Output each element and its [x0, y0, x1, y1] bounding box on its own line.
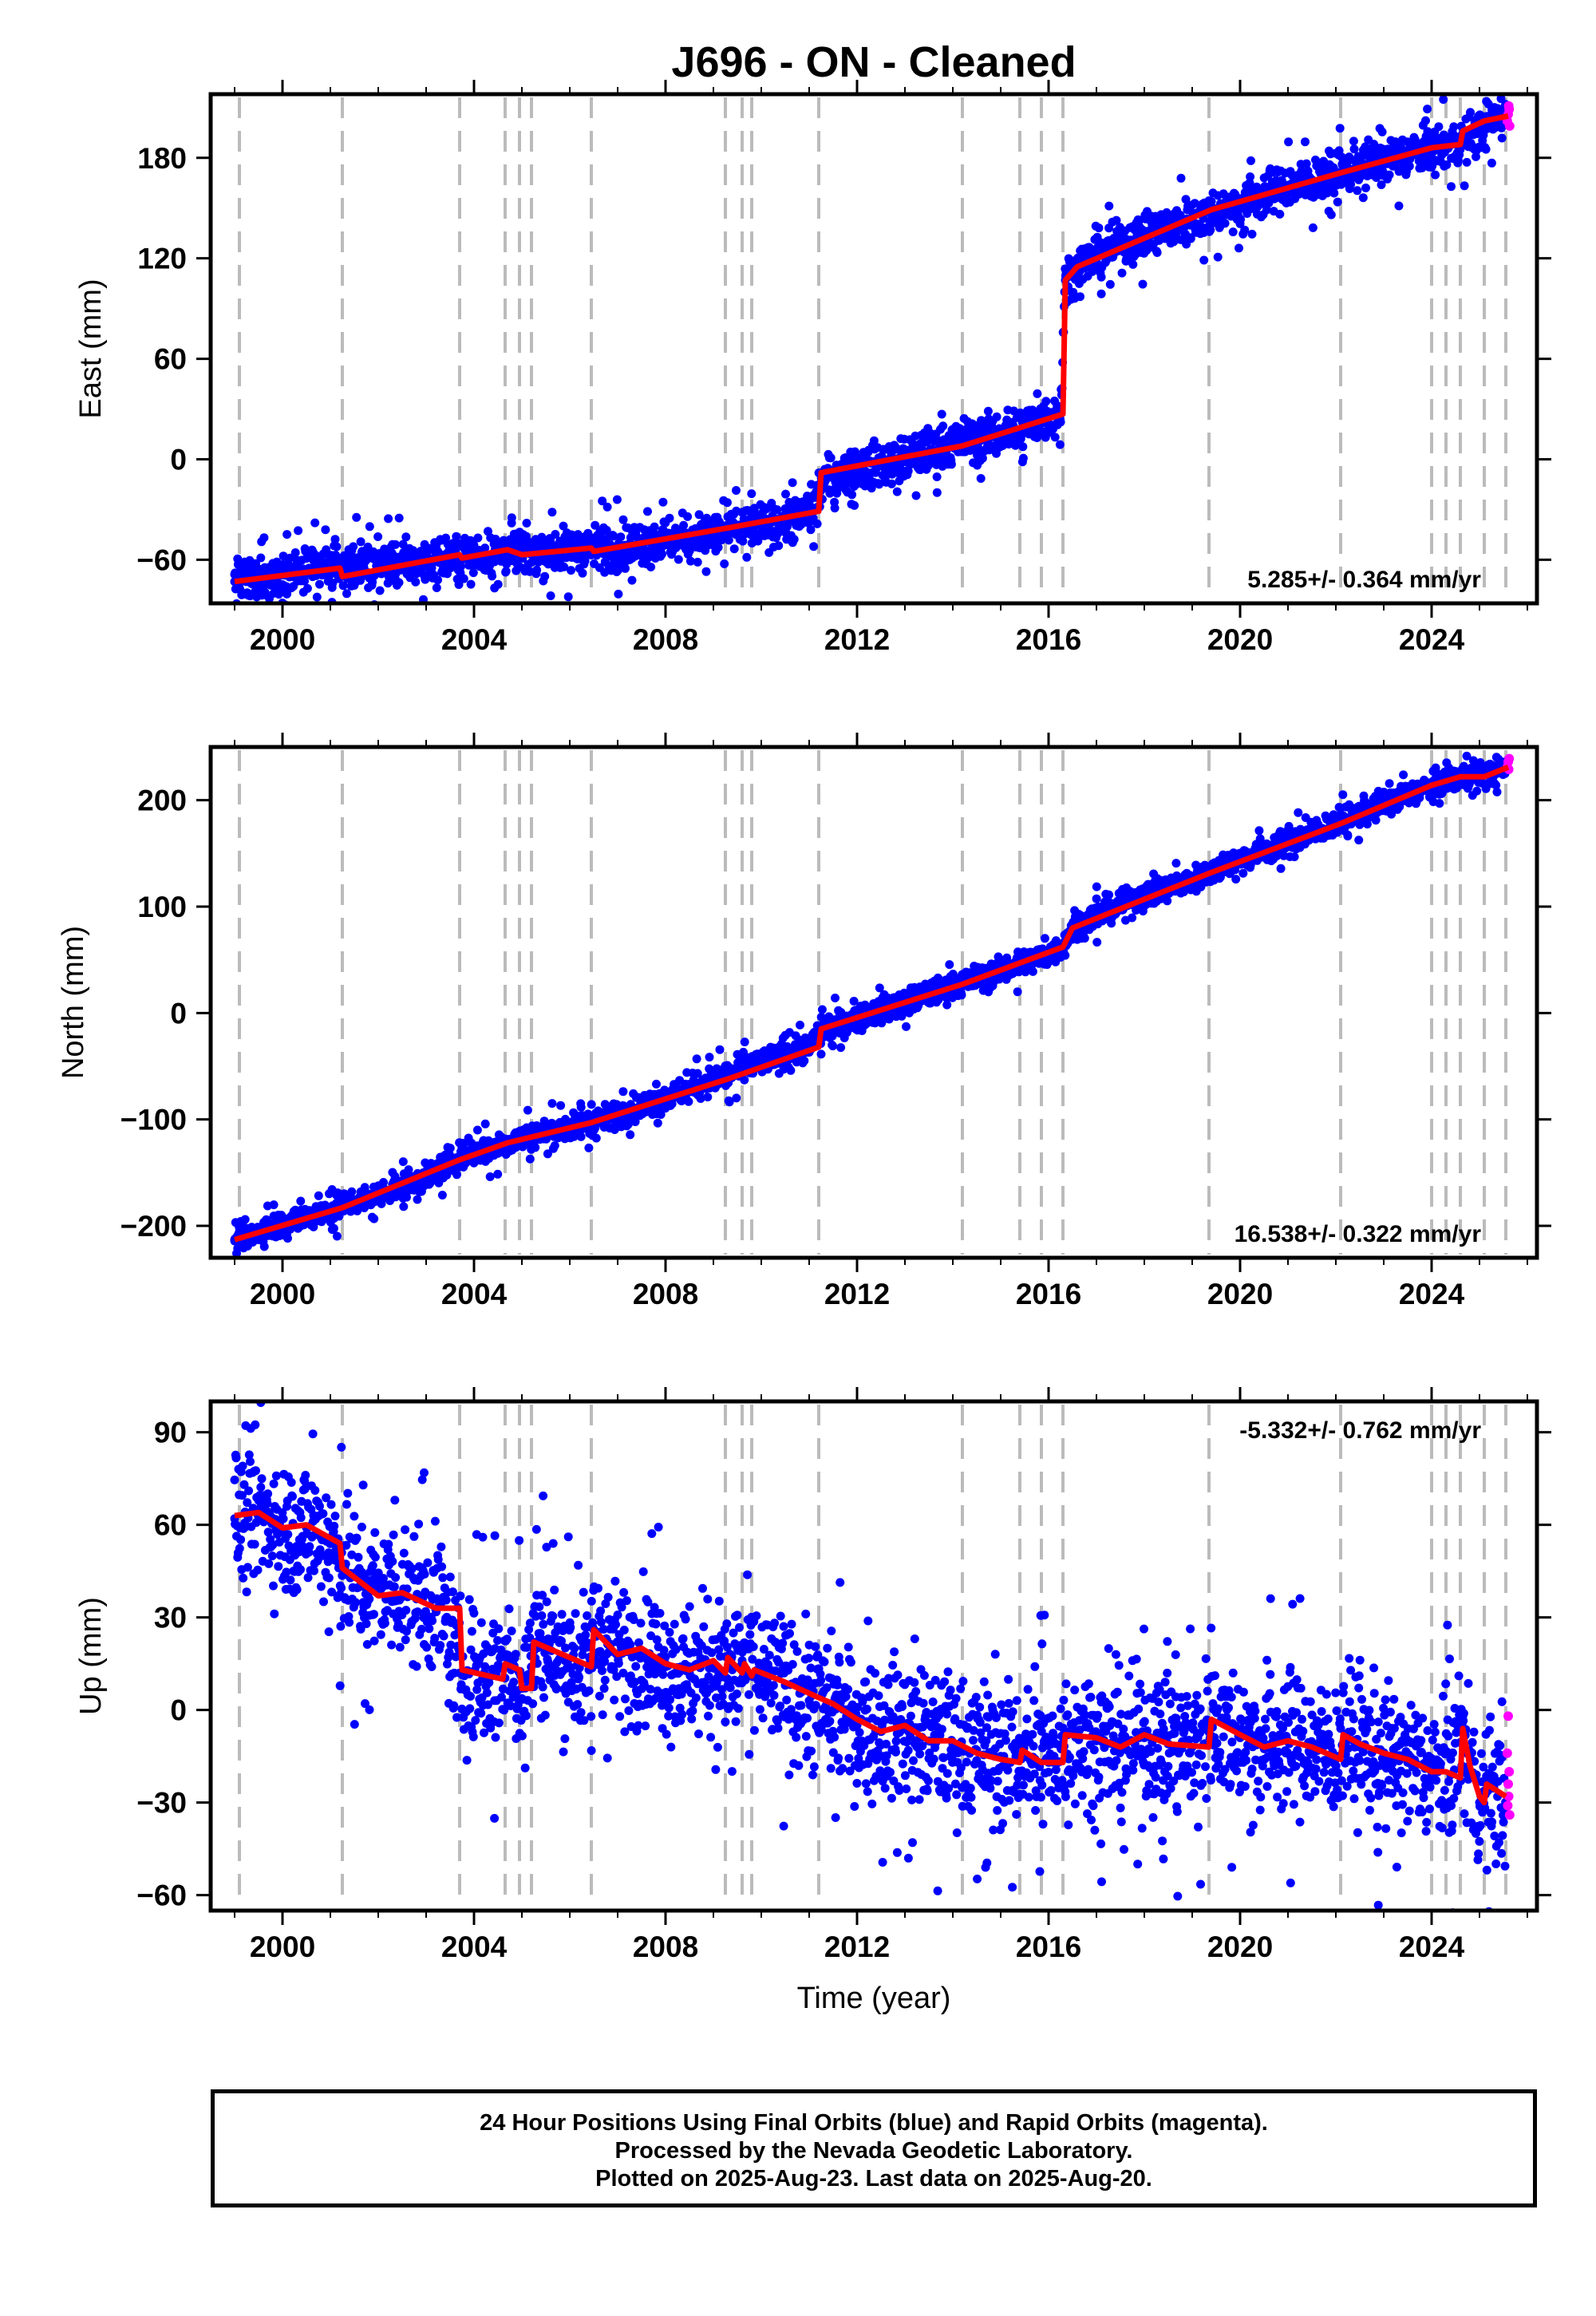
north-xtick-label-2: 2008	[633, 1278, 698, 1310]
up-xtick-label-6: 2024	[1399, 1931, 1465, 1963]
north-final-points	[230, 751, 1511, 1258]
up-ytick-label-0: −60	[136, 1879, 187, 1912]
up-ytick-label-5: 90	[154, 1417, 187, 1449]
east-ytick-label-1: 0	[170, 444, 187, 476]
east-frame	[208, 92, 1539, 606]
up-xtick-label-4: 2016	[1016, 1931, 1081, 1963]
up-rapid-point-3	[1503, 1779, 1513, 1789]
up-rapid-points	[1502, 1711, 1515, 1820]
east-point-5	[350, 562, 359, 571]
north-xtick-label-6: 2024	[1399, 1278, 1465, 1310]
footer-line-1: 24 Hour Positions Using Final Orbits (bl…	[480, 2110, 1268, 2136]
east-xtick-label-6: 2024	[1399, 623, 1465, 656]
up-rate-label: -5.332+/- 0.762 mm/yr	[1239, 1417, 1481, 1444]
up-panel: 2000 2004 2008 2012 2016 2020 2024 −60 −30 0 30 60 9…	[74, 1387, 1551, 1963]
east-panel: 2000 2004 2008 2012 2016 2020 2024 −60 0 60 120 180…	[74, 80, 1551, 656]
east-ytick-label-2: 60	[154, 343, 187, 376]
east-y-axis-label: East (mm)	[74, 279, 108, 418]
north-ytick-label-2: 0	[170, 997, 187, 1030]
north-model-line	[234, 765, 1510, 1243]
up-rapid-point-6	[1503, 1800, 1513, 1811]
east-xtick-label-3: 2012	[824, 623, 890, 656]
east-point-55	[1475, 126, 1484, 136]
east-model-line	[234, 113, 1509, 585]
east-ytick-label-4: 180	[137, 142, 187, 175]
east-xtick-label-4: 2016	[1016, 623, 1081, 656]
north-panel: 2000 2004 2008 2012 2016 2020 2024 −200 −100 0 100…	[57, 733, 1551, 1310]
chart-title: J696 - ON - Cleaned	[671, 38, 1076, 86]
east-xtick-label-2: 2008	[633, 623, 698, 656]
x-axis-label: Time (year)	[797, 1982, 951, 2015]
east-rate-label: 5.285+/- 0.364 mm/yr	[1247, 567, 1481, 593]
east-rapid-point-4	[1503, 101, 1514, 111]
north-ytick-label-3: 100	[137, 891, 187, 923]
north-ytick-label-0: −200	[120, 1210, 187, 1243]
up-xtick-label-5: 2020	[1207, 1931, 1273, 1963]
up-point-25	[757, 1674, 766, 1684]
up-ytick-label-1: −30	[136, 1787, 187, 1820]
up-rapid-point-2	[1504, 1767, 1515, 1777]
east-final-points	[230, 94, 1511, 603]
up-xtick-label-3: 2012	[824, 1931, 890, 1963]
up-ytick-label-3: 30	[154, 1602, 187, 1634]
footer-box: 24 Hour Positions Using Final Orbits (bl…	[211, 2089, 1537, 2207]
north-y-axis-label: North (mm)	[57, 926, 90, 1079]
north-rapid-point-2	[1504, 753, 1515, 764]
up-ytick-label-4: 60	[154, 1509, 187, 1542]
footer-line-3: Plotted on 2025-Aug-23. Last data on 202…	[595, 2166, 1152, 2192]
footer-line-2: Processed by the Nevada Geodetic Laborat…	[614, 2138, 1133, 2164]
up-point-23	[723, 1674, 733, 1684]
east-xtick-label-1: 2004	[441, 623, 508, 656]
east-ytick-label-3: 120	[137, 243, 187, 275]
north-xtick-label-1: 2004	[441, 1278, 508, 1310]
north-frame	[208, 745, 1539, 1260]
up-frame	[208, 1399, 1539, 1913]
up-rapid-point-0	[1503, 1711, 1513, 1721]
up-model-line	[234, 1509, 1507, 1806]
north-xtick-label-4: 2016	[1016, 1278, 1081, 1310]
up-xtick-label-0: 2000	[250, 1931, 315, 1963]
north-ytick-label-1: −100	[120, 1104, 187, 1136]
up-final-points	[230, 1401, 1511, 1911]
east-xtick-label-5: 2020	[1207, 623, 1273, 656]
up-point-7	[388, 1582, 397, 1591]
up-ytick-label-2: 0	[170, 1694, 187, 1727]
north-xtick-label-5: 2020	[1207, 1278, 1273, 1310]
north-xtick-label-3: 2012	[824, 1278, 890, 1310]
up-y-axis-label: Up (mm)	[74, 1597, 108, 1715]
east-rapid-point-3	[1504, 121, 1515, 131]
up-point-27	[804, 1696, 814, 1705]
north-ytick-label-4: 200	[137, 785, 187, 817]
north-rate-label: 16.538+/- 0.322 mm/yr	[1235, 1221, 1482, 1247]
east-xtick-label-0: 2000	[250, 623, 315, 656]
up-rapid-point-1	[1502, 1748, 1512, 1758]
up-rapid-point-5	[1504, 1810, 1515, 1820]
north-xtick-label-0: 2000	[250, 1278, 315, 1310]
up-xtick-label-1: 2004	[441, 1931, 508, 1963]
up-xtick-label-2: 2008	[633, 1931, 698, 1963]
east-ytick-label-0: −60	[136, 543, 187, 576]
